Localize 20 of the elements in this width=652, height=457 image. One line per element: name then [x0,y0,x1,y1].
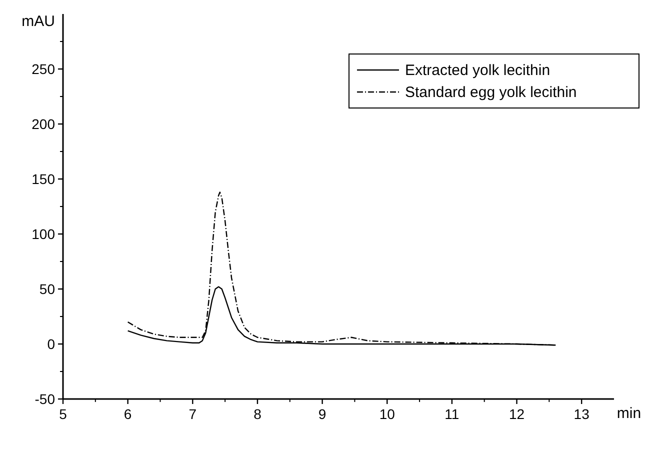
x-tick-label: 6 [124,406,132,422]
x-tick-label: 8 [254,406,262,422]
y-tick-label: -50 [34,391,56,407]
legend-label: Extracted yolk lecithin [405,62,550,79]
y-tick-label: 100 [32,226,56,242]
x-tick-label: 5 [59,406,68,422]
y-axis-title: mAU [22,13,55,30]
y-tick-label: 250 [32,61,56,77]
y-tick-label: 0 [47,336,56,352]
x-tick-label: 13 [574,406,590,422]
x-axis-title: min [616,405,642,422]
x-tick-label: 10 [379,406,396,422]
y-tick-label: 150 [32,171,56,187]
x-tick-label: 7 [188,406,197,422]
x-tick-label: 12 [508,406,525,422]
y-tick-label: 200 [32,116,56,132]
x-tick-label: 9 [318,406,326,422]
y-tick-label: 50 [39,281,56,297]
legend-label: Standard egg yolk lecithin [405,84,577,101]
x-tick-label: 11 [444,406,460,422]
